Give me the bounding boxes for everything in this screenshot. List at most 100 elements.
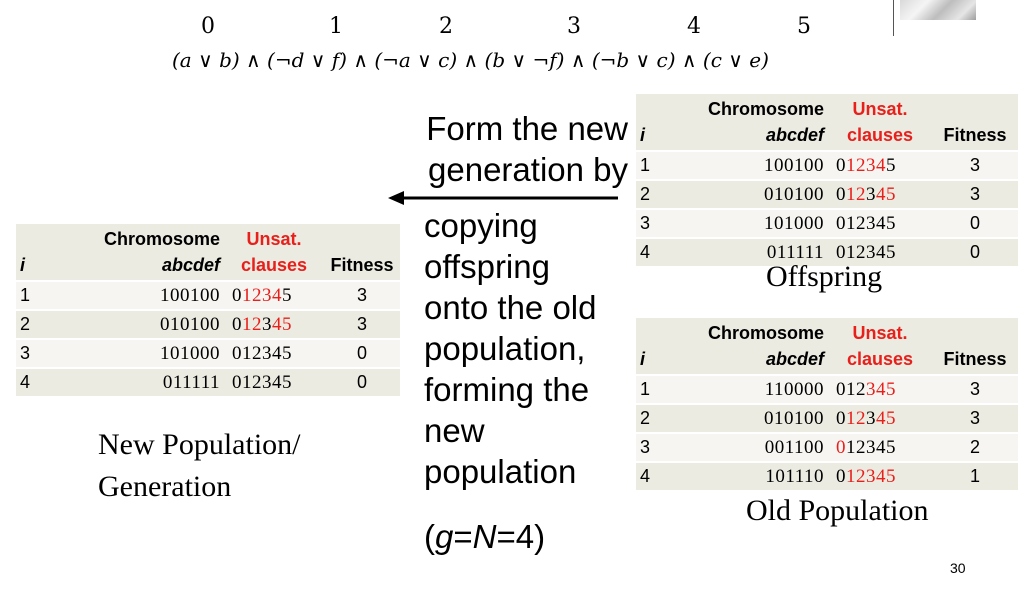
offspring-caption: Offspring xyxy=(766,260,883,293)
header-i: i xyxy=(640,125,646,145)
offspring-body: i Chromosome abcdef Unsat. clauses Fitness… xyxy=(636,94,1018,268)
unsat-digits: 012345 xyxy=(836,241,896,263)
clause-0: (𝑎 ∨ 𝑏) xyxy=(172,48,240,72)
chromosome-cell: 011111 xyxy=(42,368,224,398)
chromosome-cell: 101110 xyxy=(664,462,828,492)
table-row: 1 100100 012345 3 xyxy=(16,281,400,311)
unsat-digits: 0 xyxy=(232,284,242,306)
header-unsat: Unsat. xyxy=(852,323,908,343)
corner-divider xyxy=(893,0,894,36)
header-clauses: clauses xyxy=(846,349,914,369)
header-fitness: Fitness xyxy=(932,318,1018,376)
table-header-row: i Chromosome abcdef Unsat. clauses Fitness xyxy=(636,318,1018,376)
header-i: i xyxy=(20,255,26,275)
unsat-digits: 012345 xyxy=(232,371,292,393)
table-header-row: i Chromosome abcdef Unsat. clauses Fitness xyxy=(636,94,1018,152)
unsat-digits-red: 12 xyxy=(846,407,866,429)
and-operator: ∧ xyxy=(246,48,261,72)
fitness-cell: 1 xyxy=(932,462,1018,492)
description-body: copying offspring onto the old populatio… xyxy=(424,205,634,492)
fitness-cell: 0 xyxy=(932,238,1018,268)
header-abcdef: abcdef xyxy=(765,125,824,145)
unsat-digits: 5 xyxy=(282,284,292,306)
row-index-cell: 2 xyxy=(636,180,664,210)
fitness-cell: 3 xyxy=(324,310,400,340)
population-size-note: (g=N=4) xyxy=(424,518,546,555)
table-row: 1 110000 012345 3 xyxy=(636,375,1018,405)
body-line: offspring xyxy=(424,248,550,285)
unsat-digits-red: 45 xyxy=(272,313,292,335)
body-line: new xyxy=(424,412,485,449)
unsat-digits-red: 12345 xyxy=(846,465,896,487)
body-line: copying xyxy=(424,207,538,244)
chromosome-cell: 110000 xyxy=(664,375,828,405)
unsat-clauses-cell: 012345 xyxy=(828,375,932,405)
fitness-cell: 3 xyxy=(324,281,400,311)
unsat-digits-red: 1234 xyxy=(242,284,282,306)
row-index-cell: 2 xyxy=(636,404,664,434)
row-index-cell: 4 xyxy=(636,238,664,268)
and-operator: ∧ xyxy=(463,48,479,72)
row-index-cell: 4 xyxy=(16,368,42,398)
chromosome-cell: 101000 xyxy=(42,339,224,369)
row-index-cell: 4 xyxy=(636,462,664,492)
unsat-clauses-cell: 012345 xyxy=(828,404,932,434)
unsat-digits: 0 xyxy=(836,154,846,176)
table-row: 4 101110 012345 1 xyxy=(636,462,1018,492)
table-row: 1 100100 012345 3 xyxy=(636,151,1018,181)
header-chromosome: Chromosome xyxy=(707,323,824,343)
unsat-digits: 012 xyxy=(836,378,866,400)
unsat-digits: 0 xyxy=(836,465,846,487)
unsat-digits-red: 0 xyxy=(836,436,846,458)
row-index-cell: 3 xyxy=(16,339,42,369)
unsat-clauses-cell: 012345 xyxy=(224,281,324,311)
unsat-clauses-cell: 012345 xyxy=(224,339,324,369)
form-new-generation-heading: Form the new generation by xyxy=(398,108,628,190)
new-population-caption: New Population/ Generation xyxy=(98,428,301,503)
clause-index-0: 0 xyxy=(201,14,215,39)
unsat-digits: 3 xyxy=(866,183,876,205)
unsat-digits: 0 xyxy=(232,313,242,335)
header-chromosome: Chromosome xyxy=(707,99,824,119)
unsat-digits: 12345 xyxy=(846,436,896,458)
chromosome-cell: 010100 xyxy=(42,310,224,340)
unsat-clauses-cell: 012345 xyxy=(828,151,932,181)
old-population-caption: Old Population xyxy=(746,494,929,527)
clause-index-4: 4 xyxy=(687,14,701,39)
unsat-digits-red: 45 xyxy=(876,183,896,205)
unsat-digits: 0 xyxy=(836,183,846,205)
unsat-digits-red: 345 xyxy=(866,378,896,400)
table-row: 2 010100 012345 3 xyxy=(636,404,1018,434)
chromosome-cell: 001100 xyxy=(664,433,828,463)
row-index-cell: 2 xyxy=(16,310,42,340)
body-line: forming the xyxy=(424,371,590,408)
unsat-clauses-cell: 012345 xyxy=(224,310,324,340)
unsat-digits-red: 12 xyxy=(846,183,866,205)
unsat-clauses-cell: 012345 xyxy=(828,462,932,492)
body-line: onto the old xyxy=(424,289,597,326)
unsat-digits-red: 45 xyxy=(876,407,896,429)
table-row: 4 011111 012345 0 xyxy=(16,368,400,398)
header-fitness: Fitness xyxy=(932,94,1018,152)
and-operator: ∧ xyxy=(681,48,697,72)
header-clauses: clauses xyxy=(240,255,308,275)
and-operator: ∧ xyxy=(353,48,368,72)
old-population-table: i Chromosome abcdef Unsat. clauses Fitness… xyxy=(636,318,1018,492)
heading-line-2: generation by xyxy=(428,151,628,188)
unsat-digits: 3 xyxy=(866,407,876,429)
header-abcdef: abcdef xyxy=(765,349,824,369)
header-fitness: Fitness xyxy=(324,224,400,282)
fitness-cell: 3 xyxy=(932,375,1018,405)
clause-index-3: 3 xyxy=(567,14,581,39)
clause-index-1: 1 xyxy=(329,14,343,39)
chromosome-cell: 010100 xyxy=(664,180,828,210)
clause-3: (𝑏 ∨ ¬𝑓) xyxy=(484,48,565,72)
header-chromosome: Chromosome xyxy=(103,229,220,249)
unsat-digits-red: 1234 xyxy=(846,154,886,176)
row-index-cell: 3 xyxy=(636,209,664,239)
param-g: g xyxy=(435,518,454,555)
row-index-cell: 1 xyxy=(636,151,664,181)
unsat-digits: 3 xyxy=(262,313,272,335)
chromosome-cell: 101000 xyxy=(664,209,828,239)
fitness-cell: 2 xyxy=(932,433,1018,463)
